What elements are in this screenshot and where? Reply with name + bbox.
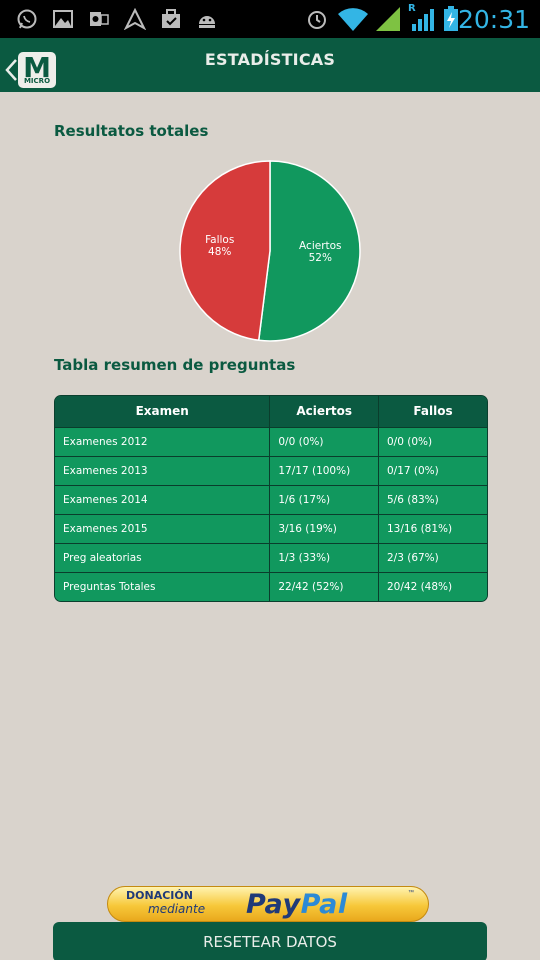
- results-heading: Resultatos totales: [54, 122, 209, 140]
- cell-examen: Examenes 2014: [55, 484, 271, 515]
- summary-table: Examen Aciertos Fallos Examenes 2012 0/0…: [54, 395, 488, 602]
- table-row: Examenes 2015 3/16 (19%) 13/16 (81%): [55, 513, 487, 544]
- clock: 20:31: [457, 5, 530, 34]
- cell-fallos: 5/6 (83%): [377, 484, 487, 515]
- battery-icon: [444, 6, 458, 31]
- column-header-aciertos: Aciertos: [269, 396, 379, 428]
- android-icon: [199, 16, 215, 28]
- summary-heading: Tabla resumen de preguntas: [54, 356, 296, 374]
- paypal-logo-pay: Pay: [246, 889, 301, 920]
- table-row: Preguntas Totales 22/42 (52%) 20/42 (48%…: [55, 571, 487, 601]
- cell-fallos: 2/3 (67%): [377, 542, 487, 573]
- roaming-signal-icon: [412, 9, 434, 31]
- table-row: Examenes 2013 17/17 (100%) 0/17 (0%): [55, 455, 487, 486]
- navigation-icon: [124, 8, 146, 30]
- cell-aciertos: 22/42 (52%): [269, 571, 379, 601]
- app-bar: M MICRO ESTADÍSTICAS: [0, 38, 540, 92]
- table-row: Examenes 2012 0/0 (0%) 0/0 (0%): [55, 426, 487, 457]
- cell-examen: Preg aleatorias: [55, 542, 271, 573]
- pie-slice-fallos: [179, 160, 271, 342]
- cell-examen: Examenes 2015: [55, 513, 271, 544]
- reset-data-button[interactable]: RESETEAR DATOS: [53, 922, 487, 960]
- paypal-logo: PayPal: [246, 889, 348, 920]
- donation-line2: mediante: [148, 902, 206, 916]
- pie-value-aciertos: 52%: [309, 252, 332, 264]
- chevron-left-icon: [5, 59, 17, 81]
- pie-label-fallos: Fallos: [205, 234, 234, 246]
- cell-aciertos: 17/17 (100%): [269, 455, 379, 486]
- column-header-examen: Examen: [55, 396, 271, 428]
- cell-examen: Examenes 2013: [55, 455, 271, 486]
- cell-fallos: 20/42 (48%): [377, 571, 487, 601]
- outlook-icon: [90, 12, 109, 26]
- cell-examen: Preguntas Totales: [55, 571, 271, 601]
- cell-aciertos: 1/3 (33%): [269, 542, 379, 573]
- cell-aciertos: 1/6 (17%): [269, 484, 379, 515]
- briefcase-icon: [162, 9, 180, 28]
- paypal-logo-pal: Pal: [300, 889, 348, 920]
- column-header-fallos: Fallos: [377, 396, 487, 428]
- cell-aciertos: 0/0 (0%): [269, 426, 379, 457]
- cell-aciertos: 3/16 (19%): [269, 513, 379, 544]
- gallery-icon: [53, 10, 73, 28]
- cell-fallos: 13/16 (81%): [377, 513, 487, 544]
- trademark: ™: [408, 890, 414, 896]
- logo-letter: M: [23, 51, 51, 84]
- alarm-icon: [308, 11, 326, 29]
- pie-label-aciertos: Aciertos: [299, 240, 341, 252]
- cell-fallos: 0/17 (0%): [377, 455, 487, 486]
- whatsapp-icon: [17, 9, 37, 29]
- back-button[interactable]: M MICRO: [4, 50, 60, 90]
- status-bar: R 20:31: [0, 0, 540, 38]
- cell-fallos: 0/0 (0%): [377, 426, 487, 457]
- table-row: Examenes 2014 1/6 (17%) 5/6 (83%): [55, 484, 487, 515]
- signal-icon: [376, 7, 400, 31]
- page-title: ESTADÍSTICAS: [204, 50, 336, 69]
- wifi-icon: [338, 8, 368, 32]
- roaming-indicator: R: [408, 3, 416, 14]
- table-row: Preg aleatorias 1/3 (33%) 2/3 (67%): [55, 542, 487, 573]
- donation-line1: DONACIÓN: [126, 889, 193, 902]
- paypal-donation-button[interactable]: DONACIÓN mediante PayPal ™: [107, 886, 429, 922]
- cell-examen: Examenes 2012: [55, 426, 271, 457]
- table-header-row: Examen Aciertos Fallos: [55, 396, 487, 428]
- pie-slice-aciertos: [257, 160, 361, 342]
- app-logo: M MICRO: [18, 51, 56, 88]
- pie-value-fallos: 48%: [208, 246, 231, 258]
- logo-caption: MICRO: [23, 77, 51, 85]
